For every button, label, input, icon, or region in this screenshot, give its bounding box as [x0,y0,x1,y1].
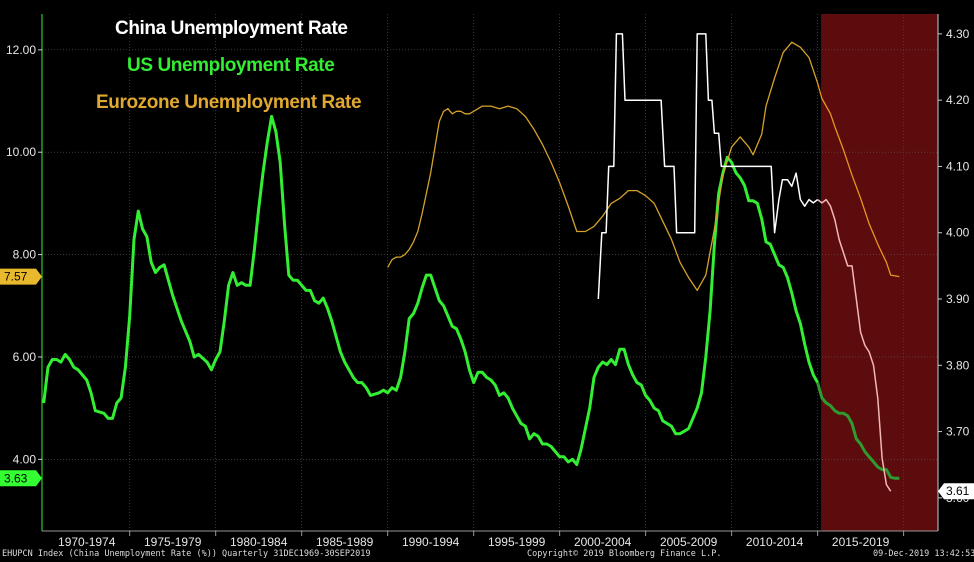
left-marker-label-1: 3.63 [4,471,28,485]
x-category-label-7: 2005-2009 [660,535,718,549]
right-marker-0 [938,483,974,500]
left-tick-label-3: 10.00 [6,145,36,159]
right-tick-label-3: 3.90 [946,292,970,306]
x-category-label-3: 1985-1989 [316,535,374,549]
left-tick-label-2: 8.00 [13,248,37,262]
us-line-shaded [816,382,900,480]
eurozone-line-shaded [816,82,900,278]
left-tick-label-0: 4.00 [13,452,37,466]
china-line [597,33,819,300]
us-line [42,114,819,466]
left-marker-0 [0,268,42,285]
right-marker-label-0: 3.61 [946,484,970,498]
left-tick-label-4: 12.00 [6,43,36,57]
right-tick-label-4: 4.00 [946,226,970,240]
legend-us-label: US Unemployment Rate [127,55,335,76]
left-marker-1 [0,470,42,487]
x-category-label-6: 2000-2004 [574,535,632,549]
legend-china-label: China Unemployment Rate [115,18,348,39]
eurozone-line [387,41,819,292]
x-category-label-8: 2010-2014 [746,535,804,549]
x-category-label-1: 1975-1979 [144,535,202,549]
left-tick-label-1: 6.00 [13,350,37,364]
right-tick-label-1: 3.70 [946,425,970,439]
shaded-region [821,14,938,531]
right-tick-label-6: 4.20 [946,93,970,107]
x-category-label-9: 2015-2019 [832,535,890,549]
x-category-label-0: 1970-1974 [58,535,116,549]
x-category-label-2: 1980-1984 [230,535,288,549]
legend-eurozone: Eurozone Unemployment Rate [96,92,362,114]
legend-eurozone-label: Eurozone Unemployment Rate [96,92,362,113]
x-category-label-4: 1990-1994 [402,535,460,549]
footer-copyright: Copyright© 2019 Bloomberg Finance L.P. [527,549,722,559]
left-marker-label-0: 7.57 [4,270,28,284]
china-line-shaded [817,198,892,492]
footer-timestamp: 09-Dec-2019 13:42:53 [873,549,974,559]
legend-us: US Unemployment Rate [127,55,335,77]
right-tick-label-7: 4.30 [946,27,970,41]
right-tick-label-5: 4.10 [946,159,970,173]
right-tick-label-2: 3.80 [946,358,970,372]
footer-index-info: EHUPCN Index (China Unemployment Rate (%… [2,549,371,559]
legend-china: China Unemployment Rate [115,18,348,40]
x-category-label-5: 1995-1999 [488,535,546,549]
